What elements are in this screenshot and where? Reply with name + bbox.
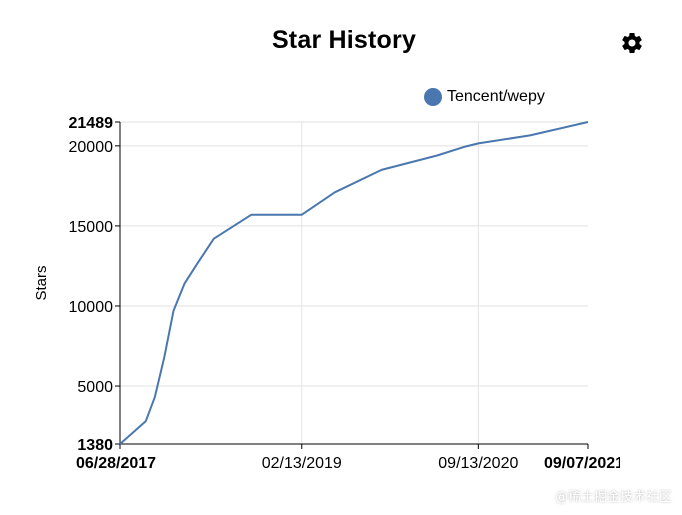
chart-title: Star History [271,26,417,54]
series-layer [119,121,589,445]
gear-icon [622,32,642,53]
y-axis-label: Stars [33,265,50,300]
settings-button[interactable] [619,30,645,56]
axes [115,121,589,449]
grid-lines [120,121,588,444]
legend[interactable]: Tencent/wepy [424,88,545,106]
y-tick-label: 21489 [69,115,114,132]
watermark: @稀土掘金技术社区 [554,490,672,505]
x-tick-label: 09/13/2020 [438,455,518,472]
legend-label: Tencent/wepy [447,88,545,105]
y-tick-label: 1380 [77,437,113,454]
y-tick-label: 5000 [77,379,113,396]
x-tick-label: 06/28/2017 [76,455,156,472]
y-tick-label: 10000 [69,299,114,316]
tick-labels: 1380 5000 10000 15000 20000 21489 06/28/2017 02… [69,115,624,472]
x-tick-label: 09/07/2021 [544,455,624,472]
x-tick-label: 02/13/2019 [262,455,342,472]
y-tick-label: 15000 [69,219,114,236]
series-line-tencent-wepy [119,121,589,445]
y-tick-label: 20000 [69,139,114,156]
legend-swatch [424,88,442,106]
